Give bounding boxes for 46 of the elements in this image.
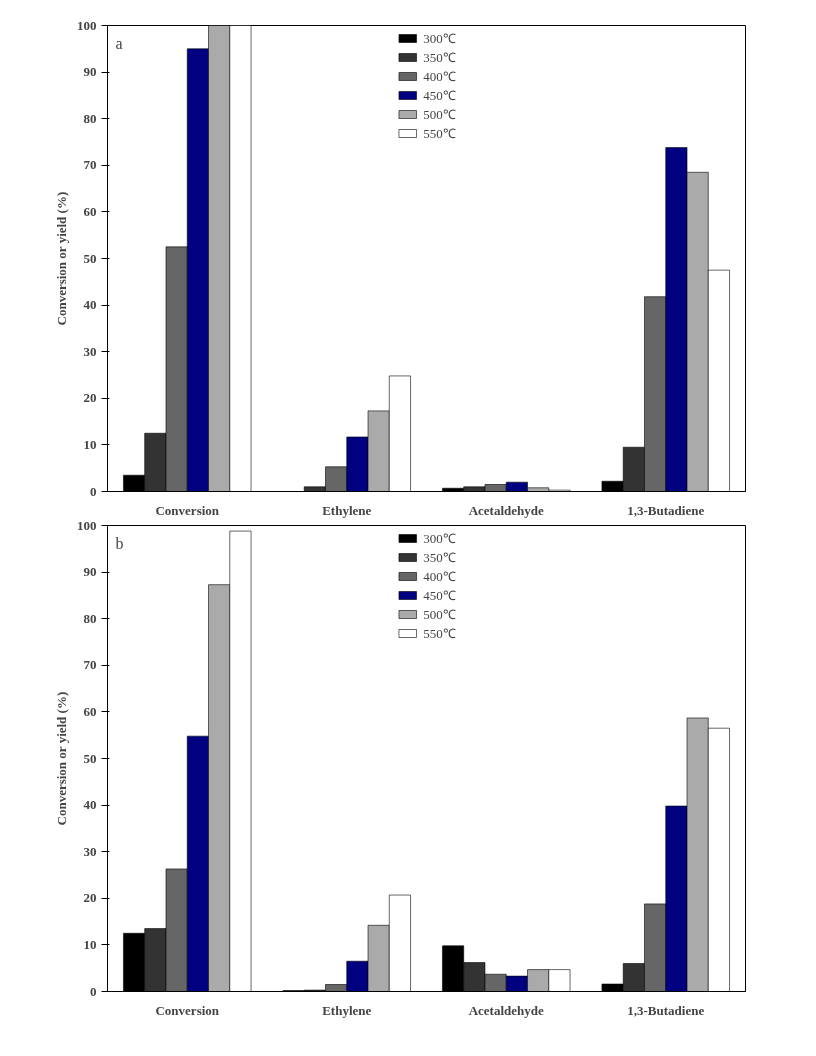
x-tick-label: 1,3-Butadiene	[627, 502, 705, 518]
y-tick-label: 30	[83, 843, 97, 859]
y-tick-label: 100	[77, 517, 97, 533]
legend-label: 350℃	[423, 49, 456, 66]
y-axis-title: Conversion or yield (%)	[54, 691, 69, 826]
x-tick-label: Acetaldehyde	[468, 1002, 545, 1018]
legend-label: 450℃	[423, 587, 456, 604]
legend-label: 350℃	[423, 549, 456, 566]
y-tick-label: 50	[83, 750, 97, 766]
y-tick-label: 10	[83, 936, 97, 952]
legend-label: 550℃	[423, 125, 456, 142]
y-tick-label: 60	[83, 203, 97, 219]
y-tick-label: 30	[83, 343, 97, 359]
legend-label: 500℃	[423, 106, 456, 123]
y-tick-label: 20	[83, 890, 97, 906]
x-tick-label: 1,3-Butadiene	[627, 1002, 705, 1018]
y-tick-label: 90	[83, 64, 97, 80]
x-tick-label: Acetaldehyde	[468, 502, 545, 518]
y-tick-label: 10	[83, 436, 97, 452]
y-tick-label: 50	[83, 250, 97, 266]
y-tick-label: 40	[83, 797, 97, 813]
y-tick-label: 20	[83, 390, 97, 406]
y-tick-label: 0	[90, 983, 97, 999]
y-axis-title: Conversion or yield (%)	[54, 191, 69, 326]
legend-label: 300℃	[423, 30, 456, 47]
y-tick-label: 0	[90, 483, 97, 499]
x-tick-label: Ethylene	[322, 502, 372, 518]
x-tick-label: Conversion	[155, 1002, 220, 1018]
text: a	[115, 34, 123, 52]
x-tick-label: Ethylene	[322, 1002, 372, 1018]
y-tick-label: 60	[83, 703, 97, 719]
legend-label: 550℃	[423, 625, 456, 642]
y-tick-label: 70	[83, 657, 97, 673]
legend-label: 400℃	[423, 68, 456, 85]
legend-label: 450℃	[423, 87, 456, 104]
legend-label: 500℃	[423, 606, 456, 623]
y-tick-label: 100	[77, 17, 97, 33]
y-tick-label: 40	[83, 297, 97, 313]
text: b	[115, 534, 124, 552]
y-tick-label: 90	[83, 564, 97, 580]
y-tick-label: 70	[83, 157, 97, 173]
x-tick-label: Conversion	[155, 502, 220, 518]
legend-label: 400℃	[423, 568, 456, 585]
legend-label: 300℃	[423, 530, 456, 547]
y-tick-label: 80	[83, 610, 97, 626]
y-tick-label: 80	[83, 110, 97, 126]
